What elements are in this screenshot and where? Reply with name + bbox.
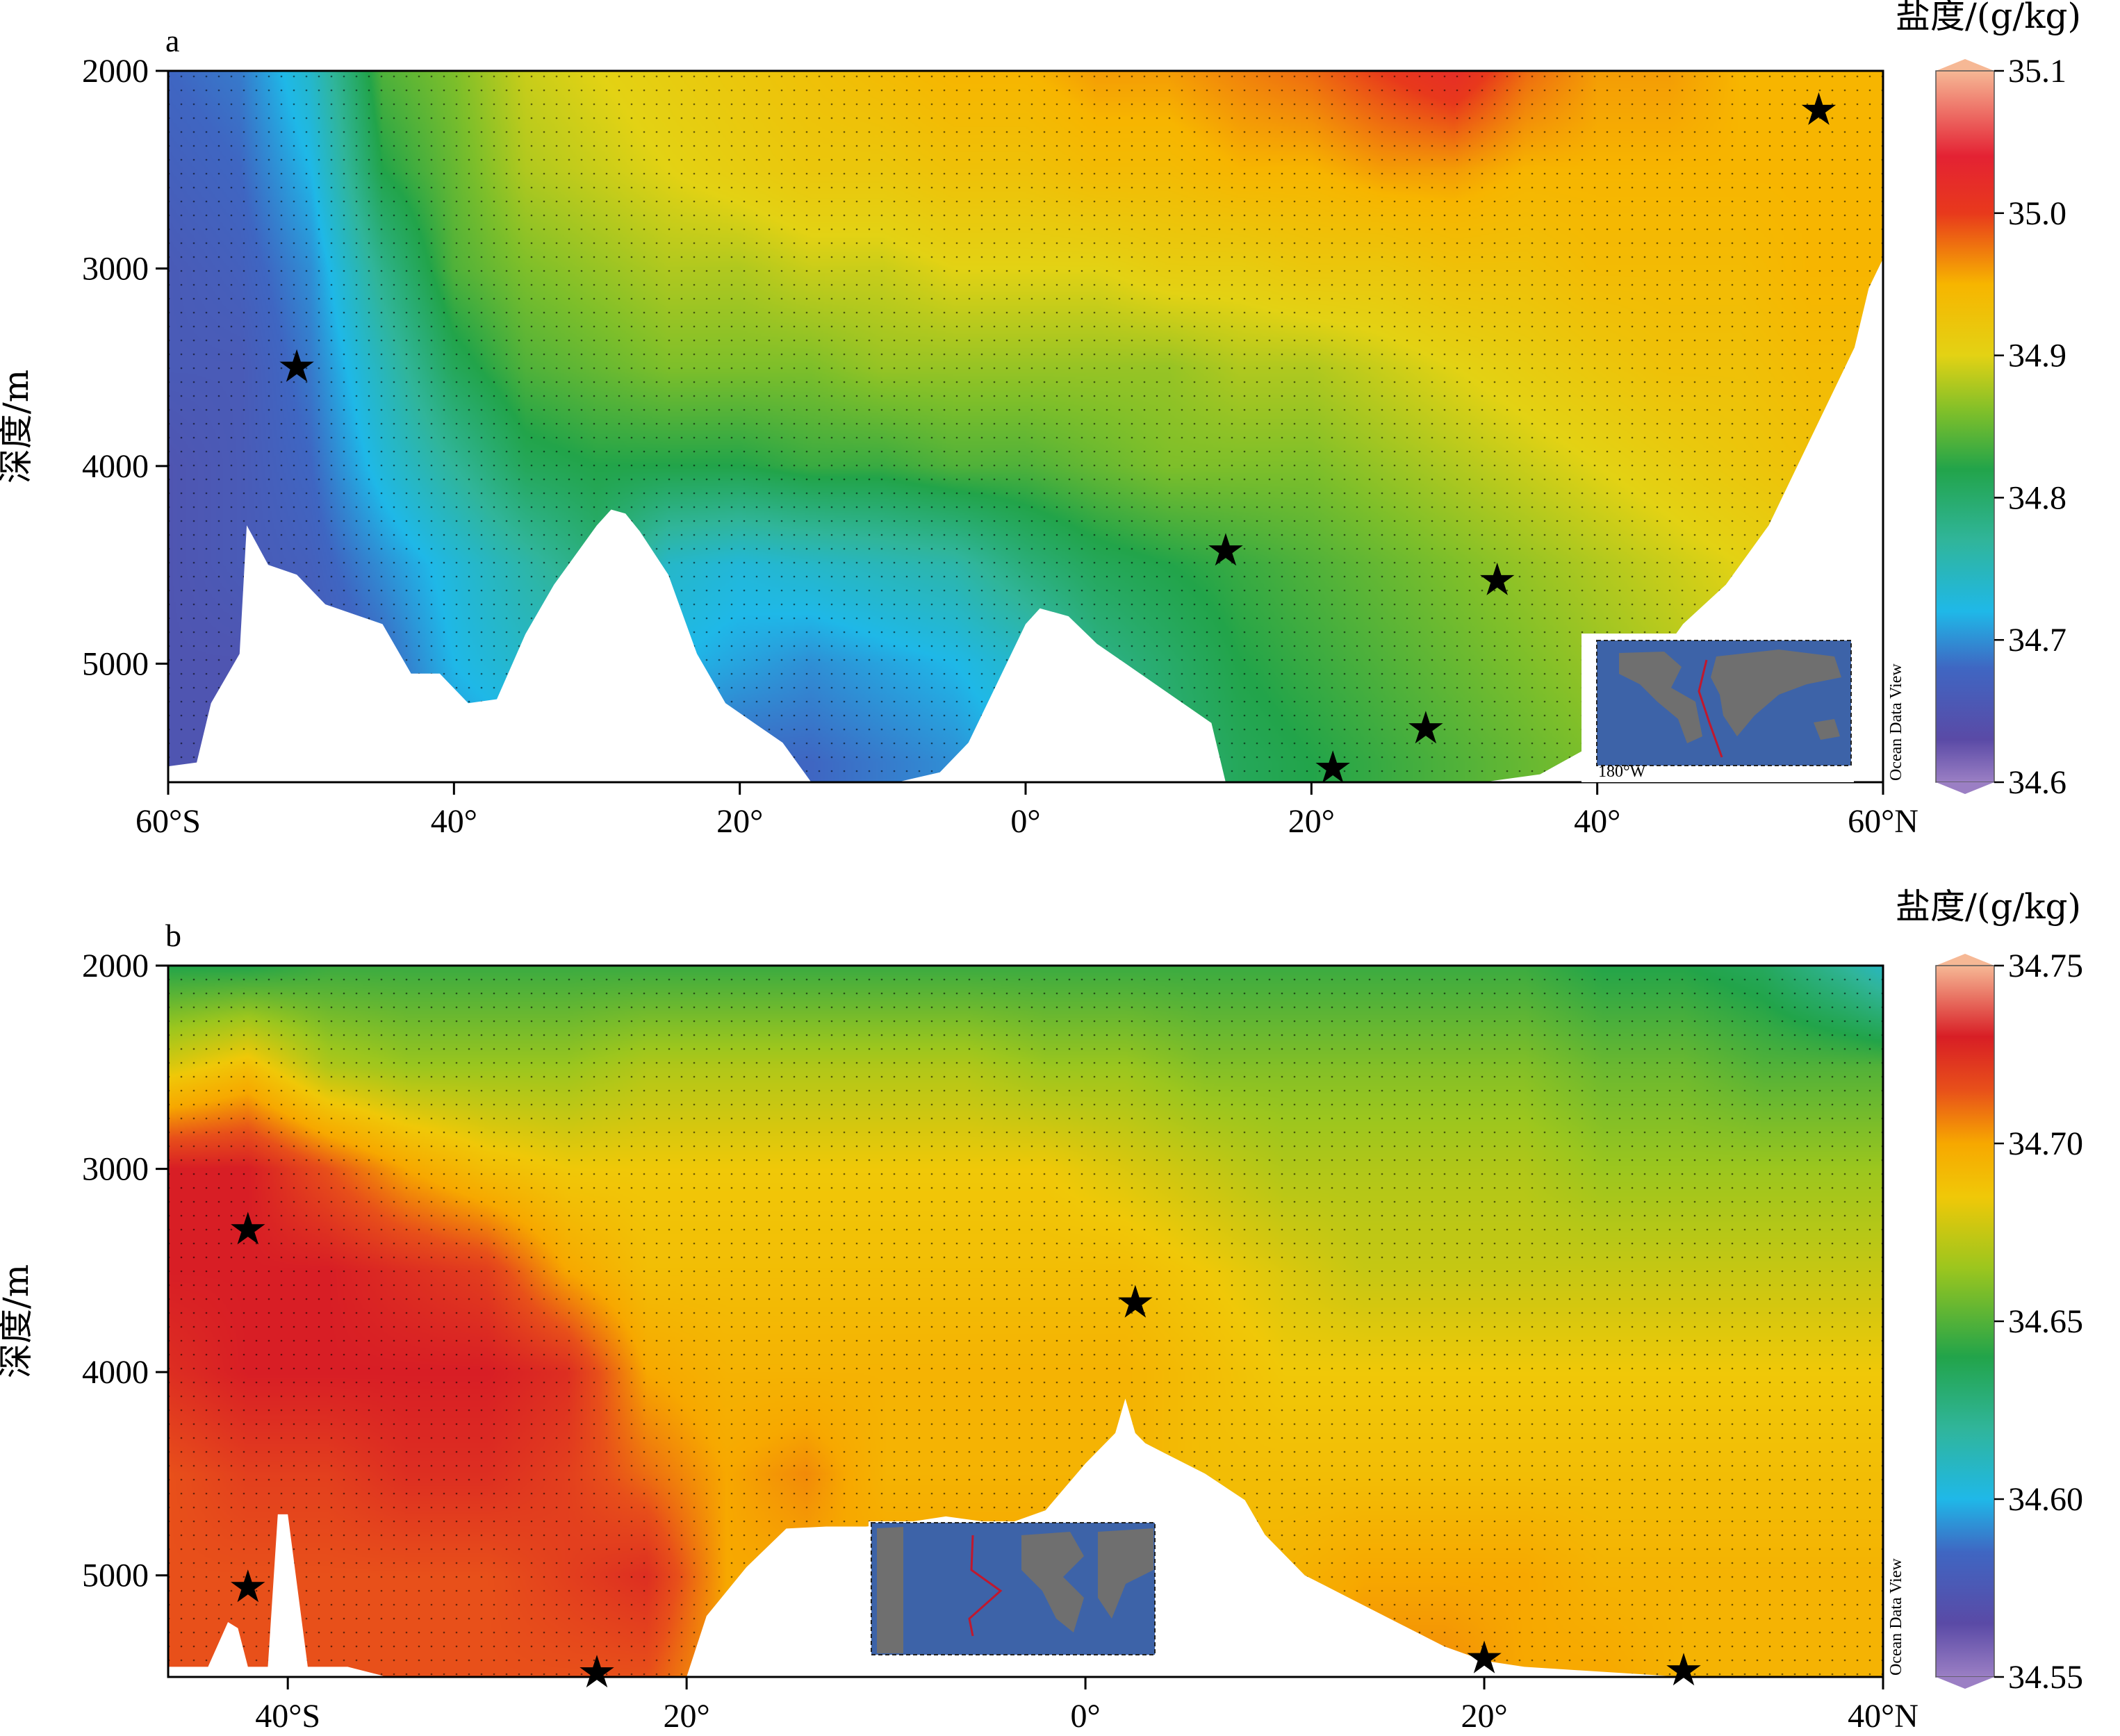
colorbar-tick-label: 34.8 [2008,479,2066,516]
panel-a-watermark: Ocean Data View [1887,663,1905,781]
y-tick-label: 5000 [82,645,149,682]
panel-a: a 60°S 40° 20° 0° 20° 40° 60°N 2000 3000 4000 500… [0,0,2081,840]
y-tick-label: 4000 [82,1354,149,1391]
panel-b-ylabel: 深度/m [0,1264,36,1378]
x-tick-label: 0° [1070,1698,1100,1735]
colorbar-tick-label: 34.75 [2008,948,2083,984]
colorbar-tick-label: 34.6 [2008,764,2066,801]
y-tick-label: 2000 [82,948,149,984]
colorbar-tick-label: 35.0 [2008,195,2066,232]
x-tick-label: 20° [1288,803,1335,840]
panel-a-ylabel: 深度/m [0,370,36,483]
x-tick-label: 0° [1010,803,1040,840]
panel-b-colorbar-cap-bottom [1936,1677,1994,1689]
panel-a-colorbar-ramp [1935,70,1995,783]
panel-b-frame [167,964,1884,1678]
colorbar-tick-label: 34.9 [2008,338,2066,374]
colorbar-tick-label: 34.55 [2008,1659,2083,1696]
svg-text:180°W: 180°W [1598,763,1646,781]
x-tick-label: 40°S [255,1698,320,1735]
panel-a-y-axis: 2000 3000 4000 5000 [82,53,168,682]
colorbar-tick-label: 34.70 [2008,1125,2083,1162]
panel-b-inset-map [869,1521,1158,1669]
x-tick-label: 20° [1461,1698,1507,1735]
x-tick-label: 40°N [1848,1698,1918,1735]
x-tick-label: 40° [1574,803,1620,840]
y-tick-label: 3000 [82,1151,149,1188]
panel-a-colorbar: 盐度/(g/kg) 35.1 35.0 34.9 34.8 34.7 34.6 [1896,0,2081,801]
panel-b-colorbar-title: 盐度/(g/kg) [1896,886,2081,927]
colorbar-tick-label: 34.7 [2008,622,2066,659]
x-tick-label: 60°N [1848,803,1918,840]
x-tick-label: 20° [716,803,763,840]
y-tick-label: 4000 [82,448,149,485]
panel-b-colorbar: 盐度/(g/kg) 34.75 34.70 34.65 34.60 34.55 [1896,886,2083,1696]
y-tick-label: 5000 [82,1557,149,1594]
x-tick-label: 20° [664,1698,710,1735]
panel-a-inset-map: 180°W [1581,634,1854,782]
panel-b: b 40°S 20° 0° 20° 40°N 2000 3000 4000 5000 深度/m… [0,886,2083,1735]
y-tick-label: 2000 [82,53,149,90]
panel-b-colorbar-ramp [1935,965,1995,1678]
panel-b-y-axis: 2000 3000 4000 5000 [82,948,168,1594]
panel-a-seafloor-mask [168,258,1883,782]
panel-b-label: b [165,918,181,953]
panel-b-x-axis: 40°S 20° 0° 20° 40°N [255,1677,1918,1735]
panel-a-x-axis: 60°S 40° 20° 0° 20° 40° 60°N [135,782,1918,840]
x-tick-label: 40° [431,803,477,840]
y-tick-label: 3000 [82,250,149,287]
x-tick-label: 60°S [135,803,201,840]
panel-a-label: a [165,23,179,58]
colorbar-tick-label: 35.1 [2008,53,2066,90]
panel-a-colorbar-cap-bottom [1936,782,1994,794]
colorbar-tick-label: 34.65 [2008,1303,2083,1340]
panel-a-colorbar-title: 盐度/(g/kg) [1896,0,2081,36]
panel-b-watermark: Ocean Data View [1887,1558,1905,1676]
colorbar-tick-label: 34.60 [2008,1481,2083,1518]
